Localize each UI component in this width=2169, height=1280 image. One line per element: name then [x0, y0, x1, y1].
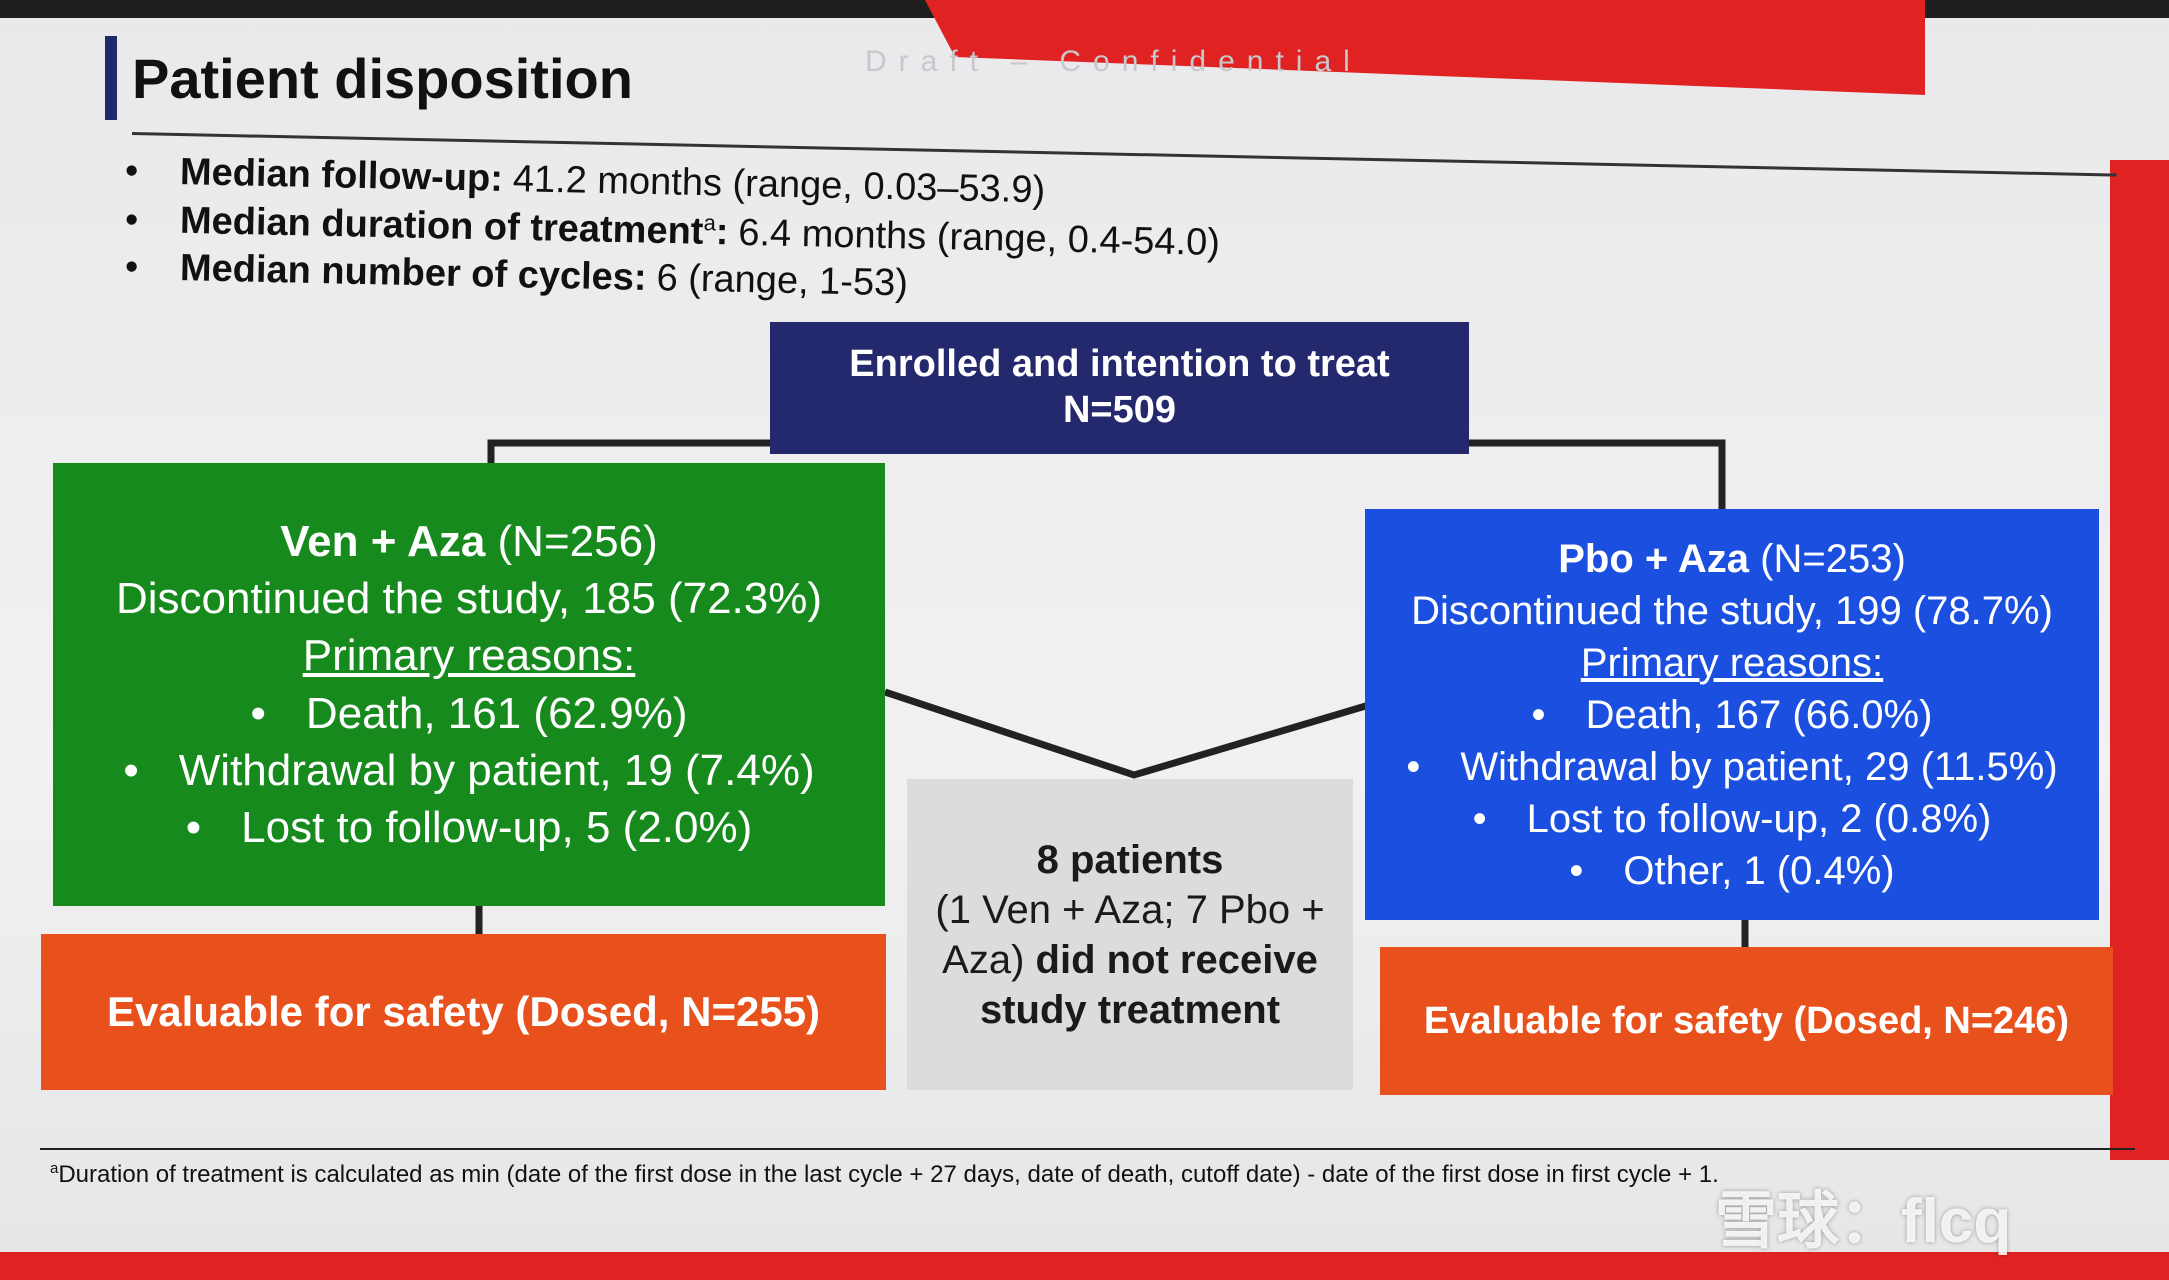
footnote-text: Duration of treatment is calculated as m… [58, 1161, 1719, 1188]
arm-heading: Pbo + Aza (N=253) [1558, 533, 1906, 585]
not-treated-note: did not receive study treatment [979, 937, 1318, 1032]
reasons-heading: Primary reasons: [302, 631, 636, 681]
safety-text: Evaluable for safety (Dosed, N=246) [1423, 999, 2070, 1042]
enrolled-box: Enrolled and intention to treat N=509 [770, 322, 1469, 454]
title: Patient disposition [132, 47, 633, 110]
safety-text: Evaluable for safety (Dosed, N=255) [106, 988, 821, 1035]
box-title: Enrolled and intention to treat [849, 343, 1390, 386]
footnote: aDuration of treatment is calculated as … [50, 1160, 1719, 1189]
not-treated-box: 8 patients (1 Ven + Aza; 7 Pbo + Aza) di… [907, 779, 1353, 1090]
footnote-rule [40, 1148, 2135, 1150]
reason: Death, 161 (62.9%) [251, 685, 688, 742]
discontinued: Discontinued the study, 199 (78.7%) [1411, 588, 2053, 633]
footnote-marker: a [50, 1160, 59, 1177]
safety-box: Evaluable for safety (Dosed, N=246) [1380, 947, 2113, 1095]
not-treated-count: 8 patients [1036, 837, 1224, 882]
reason: Withdrawal by patient, 19 (7.4%) [123, 742, 815, 799]
arm-name: Pbo + Aza [1558, 536, 1750, 581]
reason: Other, 1 (0.4%) [1569, 845, 1894, 897]
arm-n: (N=253) [1760, 536, 1906, 581]
reason: Withdrawal by patient, 29 (11.5%) [1406, 741, 2057, 793]
title-bar [105, 36, 117, 120]
reason: Lost to follow-up, 5 (2.0%) [186, 799, 752, 856]
box-count: N=509 [1062, 389, 1177, 431]
discontinued: Discontinued the study, 185 (72.3%) [115, 574, 823, 624]
arm-n: (N=256) [497, 516, 658, 566]
watermark-logo: 雪球：flcq [1715, 1187, 2012, 1256]
arm-name: Ven + Aza [280, 516, 486, 566]
right-accent [2110, 160, 2169, 1160]
bottom-band [0, 1252, 2169, 1280]
arm-heading: Ven + Aza (N=256) [280, 513, 657, 570]
arm-box: Pbo + Aza (N=253) Discontinued the study… [1365, 509, 2099, 920]
not-treated-detail: (1 Ven + Aza; 7 Pbo + Aza) [935, 887, 1325, 982]
safety-box: Evaluable for safety (Dosed, N=255) [41, 934, 886, 1090]
draft-watermark: Draft – Confidential [865, 45, 1362, 78]
reason: Lost to follow-up, 2 (0.8%) [1473, 793, 1992, 845]
arm-box: Ven + Aza (N=256) Discontinued the study… [53, 463, 885, 906]
connector [883, 688, 1370, 779]
reason: Death, 167 (66.0%) [1532, 689, 1933, 741]
reasons-heading: Primary reasons: [1580, 640, 1884, 685]
